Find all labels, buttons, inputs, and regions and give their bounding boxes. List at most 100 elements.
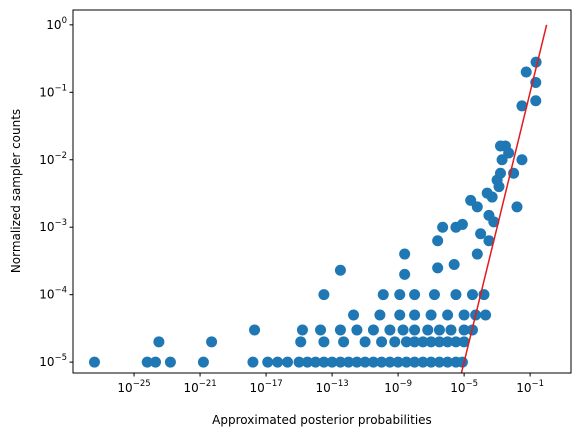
- scatter-point: [367, 356, 379, 368]
- scatter-point: [442, 336, 454, 348]
- x-axis-label: Approximated posterior probabilities: [212, 413, 432, 427]
- x-tick-label: 10−9: [384, 379, 412, 395]
- plot-area: [88, 24, 548, 373]
- scatter-point: [422, 324, 434, 336]
- scatter-point: [295, 336, 307, 348]
- scatter-point: [409, 324, 421, 336]
- scatter-point: [326, 356, 338, 368]
- scatter-point: [318, 356, 330, 368]
- scatter-point: [445, 324, 457, 336]
- scatter-point: [417, 356, 429, 368]
- scatter-point: [343, 356, 355, 368]
- scatter-point: [471, 201, 483, 213]
- scatter-point: [367, 324, 379, 336]
- scatter-point: [458, 324, 470, 336]
- x-tick-label: 10−13: [315, 379, 348, 395]
- scatter-point: [318, 336, 330, 348]
- scatter-point: [399, 268, 411, 280]
- scatter-point: [334, 356, 346, 368]
- scatter-point: [483, 235, 495, 247]
- scatter-point: [409, 309, 421, 321]
- y-tick-label: 10−2: [39, 151, 67, 167]
- scatter-point: [417, 336, 429, 348]
- scatter-point: [503, 147, 515, 159]
- scatter-point: [511, 201, 523, 213]
- x-tick-label: 10−1: [516, 379, 544, 395]
- scatter-point: [466, 289, 478, 301]
- scatter-point: [153, 336, 165, 348]
- scatter-point: [433, 356, 445, 368]
- scatter-point: [334, 324, 346, 336]
- scatter-point: [493, 181, 505, 193]
- scatter-point: [315, 324, 327, 336]
- scatter-point: [516, 154, 528, 166]
- scatter-point: [409, 289, 421, 301]
- scatter-point: [282, 356, 294, 368]
- scatter-point: [456, 218, 468, 230]
- x-tick-label: 10−21: [183, 379, 216, 395]
- scatter-point: [448, 259, 460, 271]
- scatter-point: [301, 356, 313, 368]
- scatter-point: [450, 289, 462, 301]
- scatter-point: [399, 248, 411, 260]
- scatter-point: [334, 264, 346, 276]
- fit-line: [460, 24, 548, 373]
- scatter-point: [409, 336, 421, 348]
- x-tick-label: 10−17: [249, 379, 282, 395]
- y-tick-label: 10−1: [39, 83, 67, 99]
- scatter-point: [374, 309, 386, 321]
- scatter-point: [425, 309, 437, 321]
- scatter-point: [377, 289, 389, 301]
- scatter-point: [442, 309, 454, 321]
- scatter-point: [486, 191, 498, 203]
- scatter-point: [318, 289, 330, 301]
- scatter-point: [296, 324, 308, 336]
- scatter-point: [480, 309, 492, 321]
- scatter-point: [432, 262, 444, 274]
- scatter-point: [392, 356, 404, 368]
- x-tick-label: 10−25: [117, 379, 150, 395]
- scatter-point: [376, 336, 388, 348]
- scatter-point: [409, 356, 421, 368]
- scatter-point: [141, 356, 153, 368]
- scatter-point: [272, 356, 284, 368]
- scatter-point: [471, 248, 483, 260]
- scatter-point: [359, 356, 371, 368]
- scatter-point: [425, 356, 437, 368]
- x-tick-label: 10−5: [450, 379, 478, 395]
- scatter-point: [88, 356, 100, 368]
- y-tick-label: 10−3: [39, 218, 67, 234]
- scatter-point: [458, 336, 470, 348]
- scatter-point: [437, 221, 449, 233]
- scatter-point: [496, 154, 508, 166]
- scatter-point: [394, 309, 406, 321]
- y-axis-label: Normalized sampler counts: [9, 109, 23, 273]
- y-tick-label: 10−4: [39, 286, 67, 302]
- scatter-point: [458, 309, 470, 321]
- scatter-point: [351, 324, 363, 336]
- scatter-point: [197, 356, 209, 368]
- scatter-point: [433, 324, 445, 336]
- scatter-point: [384, 324, 396, 336]
- scatter-point: [338, 336, 350, 348]
- scatter-point: [376, 356, 388, 368]
- scatter-point: [394, 289, 406, 301]
- scatter-point: [348, 309, 360, 321]
- scatter-point: [488, 216, 500, 228]
- scatter-point: [293, 356, 305, 368]
- scatter-point: [164, 356, 176, 368]
- scatter-point: [400, 356, 412, 368]
- scatter-point: [150, 356, 162, 368]
- scatter-point: [389, 336, 401, 348]
- scatter-point: [249, 324, 261, 336]
- y-tick-label: 10−5: [39, 353, 67, 369]
- scatter-point: [450, 336, 462, 348]
- scatter-point: [310, 356, 322, 368]
- scatter-point: [530, 95, 542, 107]
- axes-frame: [72, 9, 572, 374]
- scatter-point: [428, 289, 440, 301]
- scatter-point: [425, 336, 437, 348]
- scatter-point: [433, 336, 445, 348]
